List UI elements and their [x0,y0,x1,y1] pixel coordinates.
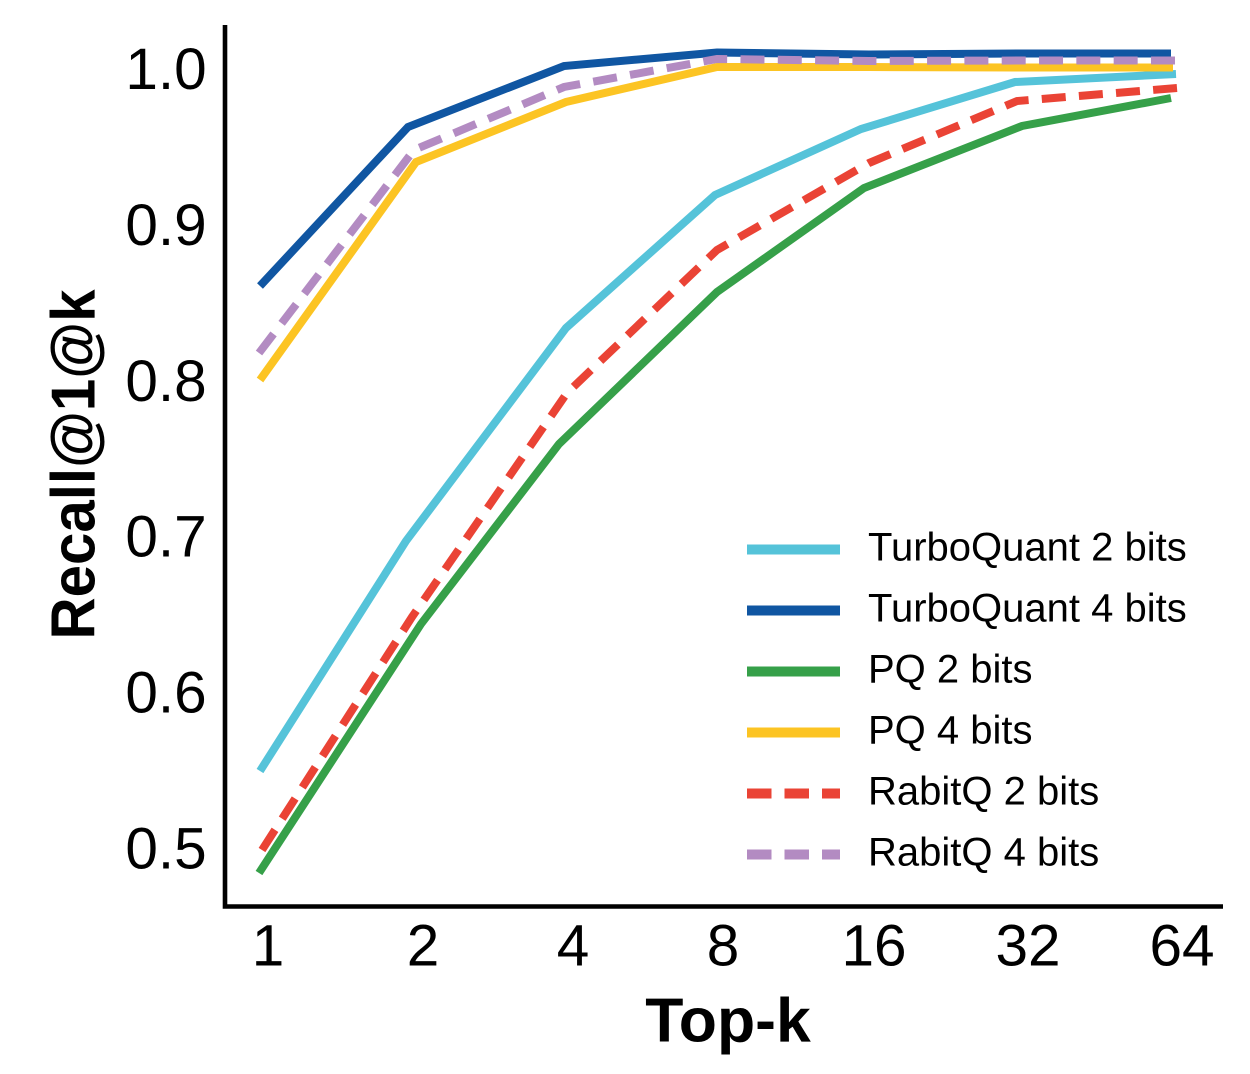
svg-text:8: 8 [707,914,740,979]
svg-text:4: 4 [557,914,590,979]
svg-text:16: 16 [841,914,906,979]
svg-text:64: 64 [1149,914,1214,979]
svg-text:1.0: 1.0 [125,37,206,102]
svg-text:PQ 2 bits: PQ 2 bits [868,647,1033,691]
svg-text:TurboQuant 4 bits: TurboQuant 4 bits [868,586,1187,630]
svg-text:Recall@1@k: Recall@1@k [40,289,109,639]
svg-text:0.9: 0.9 [125,193,206,258]
svg-text:2: 2 [407,914,440,979]
svg-text:0.6: 0.6 [125,661,206,726]
svg-text:TurboQuant 2 bits: TurboQuant 2 bits [868,525,1187,569]
svg-text:PQ 4 bits: PQ 4 bits [868,708,1033,752]
svg-text:0.8: 0.8 [125,349,206,414]
svg-text:Top-k: Top-k [645,986,811,1056]
svg-text:0.7: 0.7 [125,505,206,570]
svg-text:RabitQ 4 bits: RabitQ 4 bits [868,830,1099,874]
svg-text:32: 32 [995,914,1060,979]
svg-text:0.5: 0.5 [125,816,206,881]
svg-text:1: 1 [252,914,285,979]
svg-text:RabitQ 2 bits: RabitQ 2 bits [868,769,1099,813]
